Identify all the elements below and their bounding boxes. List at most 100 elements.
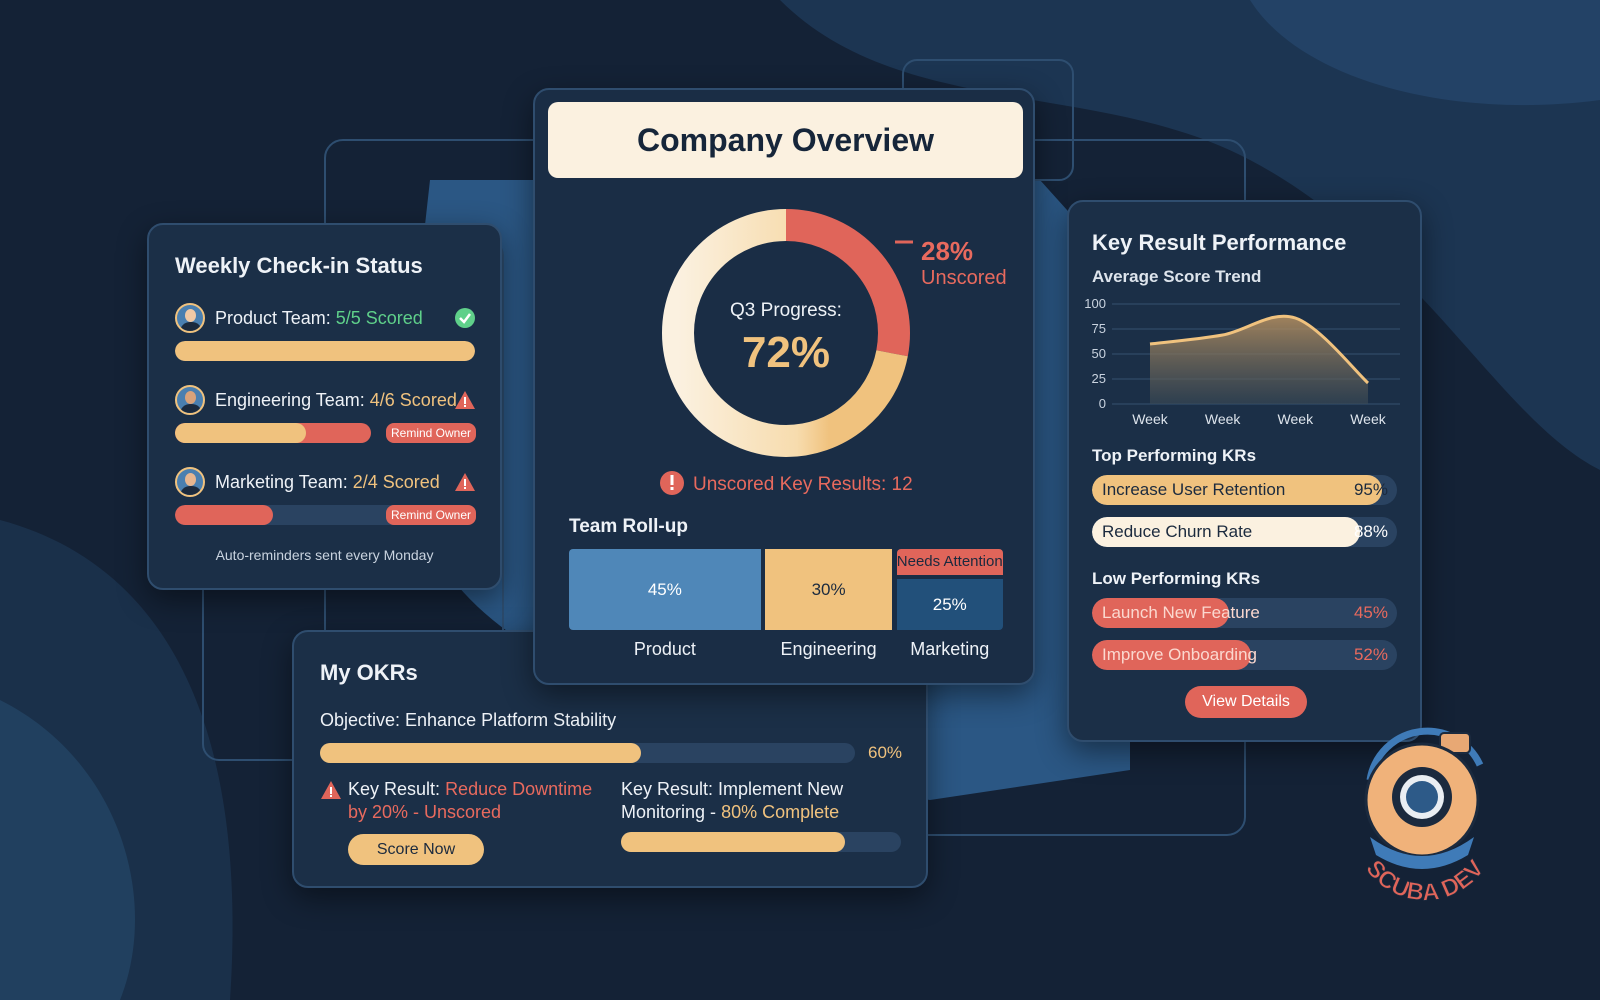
team-name: Product Team: <box>215 308 331 328</box>
avatar <box>175 303 205 333</box>
rollup-category: Product <box>633 639 696 659</box>
kr-name: Increase User Retention <box>1102 480 1286 499</box>
team-score: 5/5 Scored <box>335 308 423 328</box>
progress-fill <box>175 423 306 443</box>
avatar-body <box>180 404 202 413</box>
kr-panel: Key Result Performance Average Score Tre… <box>1067 200 1422 742</box>
kr-track: Reduce Churn Rate 88% <box>1092 517 1397 547</box>
kr-prefix: Key Result: Implement New Monitoring - <box>621 779 844 822</box>
team-status: Product Team: 5/5 Scored <box>215 308 423 329</box>
panel-title: Company Overview <box>548 102 1023 178</box>
rollup-block: 30% <box>764 549 893 630</box>
progress-fill <box>621 832 845 852</box>
team-status: Engineering Team: 4/6 Scored <box>215 390 457 411</box>
objective: Objective: Enhance Platform Stability <box>320 710 617 730</box>
avatar <box>175 467 205 497</box>
rollup-category: Engineering <box>780 639 877 659</box>
rollup-value: 30% <box>811 579 846 599</box>
team-score: 4/6 Scored <box>369 390 457 410</box>
section-title: Team Roll-up <box>569 516 688 537</box>
avatar-body <box>180 322 202 331</box>
warning-icon <box>455 473 475 491</box>
team-name: Marketing Team: <box>215 472 348 492</box>
rollup-category: Marketing <box>910 639 990 659</box>
remind-button[interactable]: Remind Owner <box>386 423 476 443</box>
trend-line <box>1149 314 1370 385</box>
kr-value: 95% <box>1353 480 1388 499</box>
rollup-block: 45% <box>569 549 761 630</box>
kr-prefix: Key Result: <box>348 779 441 799</box>
line-chart: 0 25 50 75 100 Week Week Week Week <box>1084 296 1400 427</box>
avatar-body <box>180 486 202 495</box>
avatar <box>175 385 205 415</box>
rollup-block: 25% <box>896 579 1003 630</box>
icon-dot <box>464 405 466 407</box>
remind-button[interactable]: Remind Owner <box>386 505 476 525</box>
donut-center-label: Q3 Progress: <box>730 300 842 321</box>
progress-fill <box>175 341 475 361</box>
donut-chart: Q3 Progress: 72% 28% Unscored Unscored K… <box>660 209 1007 495</box>
team-status: Marketing Team: 2/4 Scored <box>215 472 440 493</box>
x-tick-label: Week <box>1132 411 1169 427</box>
note: Auto-reminders sent every Monday <box>215 547 434 563</box>
x-tick-label: Week <box>1278 411 1315 427</box>
rollup-value: 25% <box>932 594 967 614</box>
kr-track: Increase User Retention 95% <box>1092 475 1397 505</box>
chart-title: Average Score Trend <box>1092 267 1262 286</box>
avatar-head <box>185 473 196 486</box>
progress-track <box>175 505 371 525</box>
progress-fill <box>175 505 273 525</box>
section-title: Low Performing KRs <box>1092 569 1261 588</box>
progress-track <box>175 341 475 361</box>
unscored-value: 12 <box>892 474 913 495</box>
check-icon <box>455 308 475 328</box>
annotation: Needs Attention <box>896 549 1003 575</box>
kr-name: Improve Onboarding <box>1102 645 1257 664</box>
kr-track: Launch New Feature 45% <box>1092 598 1397 628</box>
icon-dot <box>464 487 466 489</box>
donut-label: 28% <box>921 236 973 266</box>
y-tick-label: 75 <box>1092 321 1106 336</box>
icon-mark <box>464 479 466 486</box>
checkin-panel: Weekly Check-in Status Auto-reminders se… <box>147 223 502 590</box>
x-tick-label: Week <box>1350 411 1387 427</box>
progress-track <box>175 423 371 443</box>
kr-name: Reduce Churn Rate <box>1102 522 1253 541</box>
donut-label: Unscored <box>921 267 1007 289</box>
icon-mark <box>464 397 466 404</box>
avatar-head <box>185 309 196 322</box>
section-title: Top Performing KRs <box>1092 446 1257 465</box>
kr-value: 88% <box>1353 522 1388 541</box>
team-name: Engineering Team: <box>215 390 365 410</box>
icon-bg <box>455 308 475 328</box>
kr-value: 52% <box>1353 645 1388 664</box>
kr-status: Reduce Downtime by 20% - Unscored <box>348 779 593 822</box>
warning-icon <box>321 781 341 799</box>
kr-fill <box>1092 598 1230 628</box>
unscored-count: Unscored Key Results: 12 <box>693 474 913 495</box>
rollup-chart: 45% Product 30% Engineering Needs Attention 2… <box>569 549 1003 674</box>
kr-name: Launch New Feature <box>1102 603 1260 622</box>
key-result: Key Result: Reduce Downtime by 20% - Uns… <box>348 778 598 824</box>
panel-title: Key Result Performance <box>1092 230 1347 255</box>
unscored-label: Unscored Key Results: <box>693 474 886 495</box>
kr-fill <box>1092 640 1251 670</box>
panel-title: Weekly Check-in Status <box>175 253 423 278</box>
y-tick-label: 0 <box>1099 396 1106 411</box>
view-details-button[interactable]: View Details <box>1185 686 1307 718</box>
progress-fill <box>320 743 641 763</box>
avatar-head <box>185 391 196 404</box>
x-tick-label: Week <box>1205 411 1242 427</box>
progress-label: 60% <box>868 743 903 762</box>
score-now-button[interactable]: Score Now <box>348 834 484 865</box>
kr-track: Improve Onboarding 52% <box>1092 640 1397 670</box>
icon-tick <box>459 313 471 324</box>
kr-fill <box>1092 475 1382 505</box>
kr-fill <box>1092 517 1361 547</box>
y-tick-label: 25 <box>1092 371 1106 386</box>
rollup-value: 45% <box>647 579 682 599</box>
donut-value: 72% <box>742 328 830 377</box>
key-result: Key Result: Implement New Monitoring - 8… <box>621 778 891 824</box>
progress-track <box>320 743 855 763</box>
